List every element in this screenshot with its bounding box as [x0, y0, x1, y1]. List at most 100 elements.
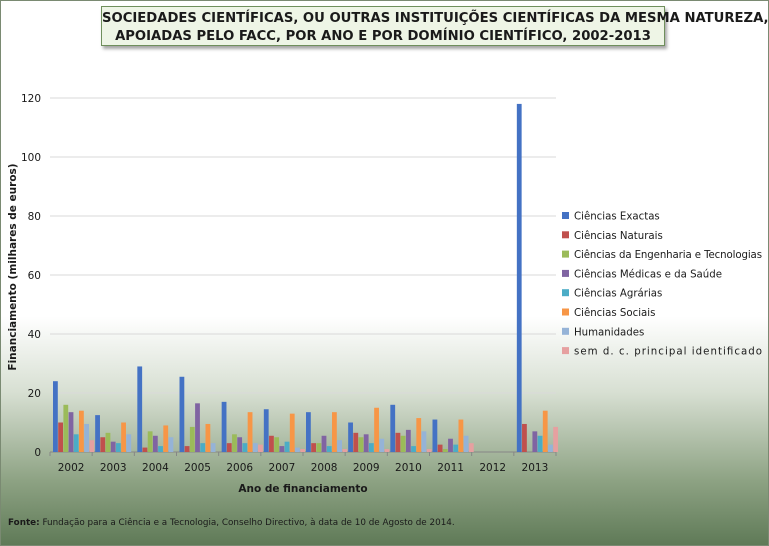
bar-2002-2 [58, 422, 63, 452]
bar-2002-3 [63, 404, 69, 452]
source-note: Fonte: Fundação para a Ciência e a Tecno… [8, 518, 455, 528]
bar-2005-2 [184, 446, 190, 452]
bar-2013-8 [553, 426, 559, 452]
bar-2004-1 [137, 366, 143, 452]
bar-2007-8 [300, 449, 306, 452]
y-tick-label: 0 [34, 447, 41, 459]
x-tick-label: 2013 [522, 462, 549, 474]
bar-2006-4 [237, 437, 243, 452]
bar-2010-7 [421, 431, 427, 452]
bar-2006-7 [252, 443, 258, 452]
bar-2009-6 [374, 407, 379, 452]
bar-2013-4 [532, 431, 538, 452]
bar-2009-2 [353, 432, 359, 452]
bar-2005-5 [200, 443, 206, 452]
bar-2008-8 [342, 449, 348, 452]
bar-2011-4 [448, 438, 453, 452]
bar-2006-3 [232, 434, 237, 452]
y-tick-label: 60 [28, 270, 41, 282]
bar-2013-6 [542, 410, 548, 452]
bar-2008-1 [306, 412, 311, 452]
bar-2006-8 [258, 444, 263, 452]
bar-2003-4 [110, 441, 116, 452]
bar-2010-6 [416, 418, 422, 452]
bar-2004-5 [158, 446, 163, 452]
bar-2010-4 [405, 429, 411, 452]
legend-swatch [562, 250, 569, 258]
bar-2002-7 [84, 423, 89, 452]
y-tick-label: 100 [21, 152, 41, 164]
x-tick-label: 2005 [184, 462, 211, 474]
bar-2009-5 [368, 443, 374, 452]
legend-label: Ciências da Engenharia e Tecnologias [574, 249, 762, 261]
y-tick-label: 120 [21, 93, 41, 105]
bar-2005-6 [205, 423, 211, 452]
bar-2005-7 [210, 443, 216, 452]
x-tick-label: 2007 [269, 462, 296, 474]
x-tick-label: 2011 [437, 462, 464, 474]
bar-2007-7 [295, 447, 300, 452]
y-axis-title: Financiamento (milhares de euros) [7, 163, 19, 370]
source-text: Fundação para a Ciência e a Tecnologia, … [39, 518, 455, 528]
bar-2006-1 [221, 401, 227, 452]
bar-2011-7 [463, 435, 469, 452]
bar-2009-4 [363, 434, 369, 452]
legend-swatch [562, 231, 569, 239]
legend-label: Ciências Agrárias [574, 288, 662, 300]
bar-2007-1 [263, 409, 269, 452]
bar-2008-3 [316, 443, 322, 452]
bar-2009-7 [379, 438, 385, 452]
bar-2010-1 [390, 404, 396, 452]
x-tick-label: 2010 [395, 462, 422, 474]
legend-swatch [562, 327, 569, 335]
bar-2004-7 [168, 437, 174, 452]
bar-2007-4 [279, 446, 285, 452]
x-tick-label: 2012 [479, 462, 506, 474]
bar-2007-5 [284, 441, 290, 452]
bar-2006-5 [242, 443, 248, 452]
bar-2011-8 [468, 443, 474, 452]
x-tick-label: 2008 [311, 462, 338, 474]
chart-title-line-2: APOIADAS PELO FACC, POR ANO E POR DOMÍNI… [115, 29, 651, 44]
legend-swatch [562, 269, 569, 277]
bar-2010-5 [411, 446, 416, 452]
bar-2003-6 [121, 422, 126, 452]
legend-swatch [562, 308, 569, 316]
bar-2011-1 [432, 419, 438, 452]
bar-2007-3 [274, 437, 280, 452]
bar-2010-2 [395, 432, 401, 452]
legend-label: Humanidades [574, 327, 644, 338]
bar-2004-6 [163, 425, 169, 452]
x-axis-title: Ano de financiamento [238, 483, 367, 495]
legend-label: Ciências Sociais [574, 307, 655, 319]
bar-2011-2 [437, 444, 443, 452]
legend-swatch [562, 212, 569, 219]
bar-2004-3 [147, 431, 153, 452]
legend-label: Ciências Exactas [574, 211, 660, 223]
bar-2002-8 [89, 440, 95, 452]
bar-2002-4 [68, 412, 74, 452]
bar-2008-4 [321, 435, 327, 452]
bar-2009-8 [384, 449, 390, 452]
x-tick-label: 2003 [100, 462, 127, 474]
bar-2007-6 [289, 413, 295, 452]
bar-2011-6 [458, 419, 464, 452]
legend-label: sem d. c. principal identificado [574, 347, 762, 358]
bar-2013-2 [522, 423, 527, 452]
x-tick-label: 2002 [58, 462, 85, 474]
bar-2008-6 [332, 412, 337, 452]
bar-2013-7 [548, 444, 553, 452]
legend-swatch [562, 347, 569, 355]
bar-2005-1 [179, 376, 185, 452]
x-tick-label: 2004 [142, 462, 169, 474]
chart-title-line-1: SOCIEDADES CIENTÍFICAS, OU OUTRAS INSTIT… [102, 11, 769, 26]
bar-2004-2 [142, 447, 148, 452]
bar-2013-1 [516, 103, 522, 453]
bar-2006-2 [226, 443, 232, 452]
y-tick-label: 40 [28, 329, 41, 341]
bar-2002-6 [79, 410, 84, 452]
legend-label: Ciências Médicas e da Saúde [574, 268, 722, 280]
bar-2011-3 [442, 449, 448, 452]
